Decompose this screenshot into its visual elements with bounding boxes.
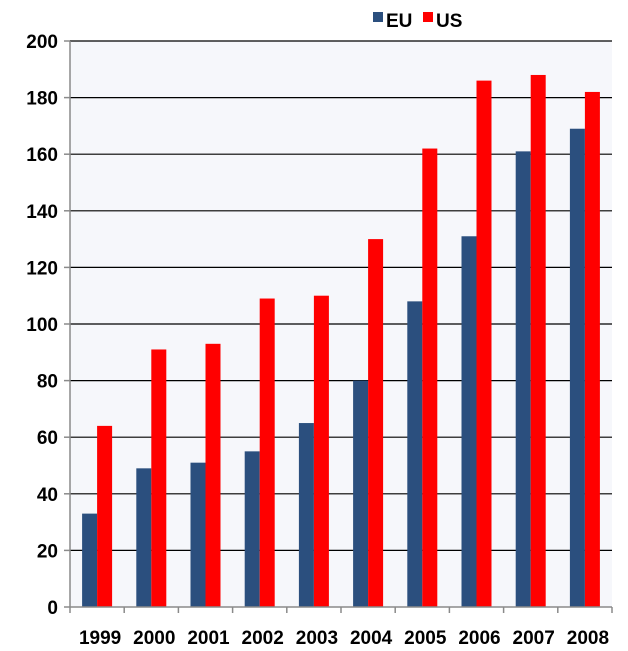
bars [82,74,600,608]
x-tick-label: 2008 [567,628,609,649]
bar-eu-1999 [82,513,98,607]
bar-us-2007 [530,74,546,607]
bar-eu-2002 [244,451,260,607]
x-tick-label: 2003 [296,628,338,649]
bar-eu-2006 [461,236,477,607]
x-tick-label: 2001 [187,628,230,649]
y-tick-label: 80 [37,372,58,393]
x-tick-label: 2007 [513,628,555,649]
legend-swatch-eu [373,12,383,22]
y-tick-label: 100 [26,315,58,336]
legend-swatch-us [423,12,433,22]
bar-eu-2008 [569,128,585,608]
axes [64,40,613,613]
bar-us-2000 [151,349,167,607]
x-tick-label: 2004 [350,628,393,649]
x-tick-label: 2000 [133,628,175,649]
bar-eu-2003 [298,423,314,607]
bar-us-2003 [313,295,329,607]
y-tick-label: 40 [37,485,58,506]
bar-us-2004 [368,239,384,607]
y-tick-label: 20 [37,541,58,562]
y-tick-label: 120 [26,258,58,279]
bar-us-2008 [584,91,600,607]
x-axis-tick-labels: 1999 2000 2001 2002 2003 2004 2005 2006 2007 2008 [79,628,609,649]
bar-eu-2000 [136,468,152,607]
bar-eu-2007 [515,151,531,607]
x-tick-label: 2002 [242,628,284,649]
x-tick-label: 2005 [404,628,447,649]
bar-eu-2005 [407,301,423,607]
bar-us-1999 [97,425,113,607]
y-tick-label: 0 [47,598,58,619]
legend-label-us: US [436,11,462,32]
y-tick-label: 160 [26,145,58,166]
y-tick-label: 140 [26,202,58,223]
x-tick-label: 2006 [458,628,500,649]
bar-us-2002 [259,298,275,607]
bar-us-2006 [476,80,492,608]
bar-eu-2001 [190,462,206,607]
legend-label-eu: EU [386,11,412,32]
y-tick-label: 180 [26,89,58,110]
bar-us-2001 [205,343,221,607]
bar-eu-2004 [353,380,369,607]
bar-us-2005 [422,148,438,608]
y-axis-tick-labels: 0 20 40 60 80 100 120 140 160 180 200 [26,32,58,619]
y-tick-label: 60 [37,428,58,449]
x-tick-label: 1999 [79,628,121,649]
legend: EU US [373,11,462,32]
y-tick-label: 200 [26,32,58,53]
